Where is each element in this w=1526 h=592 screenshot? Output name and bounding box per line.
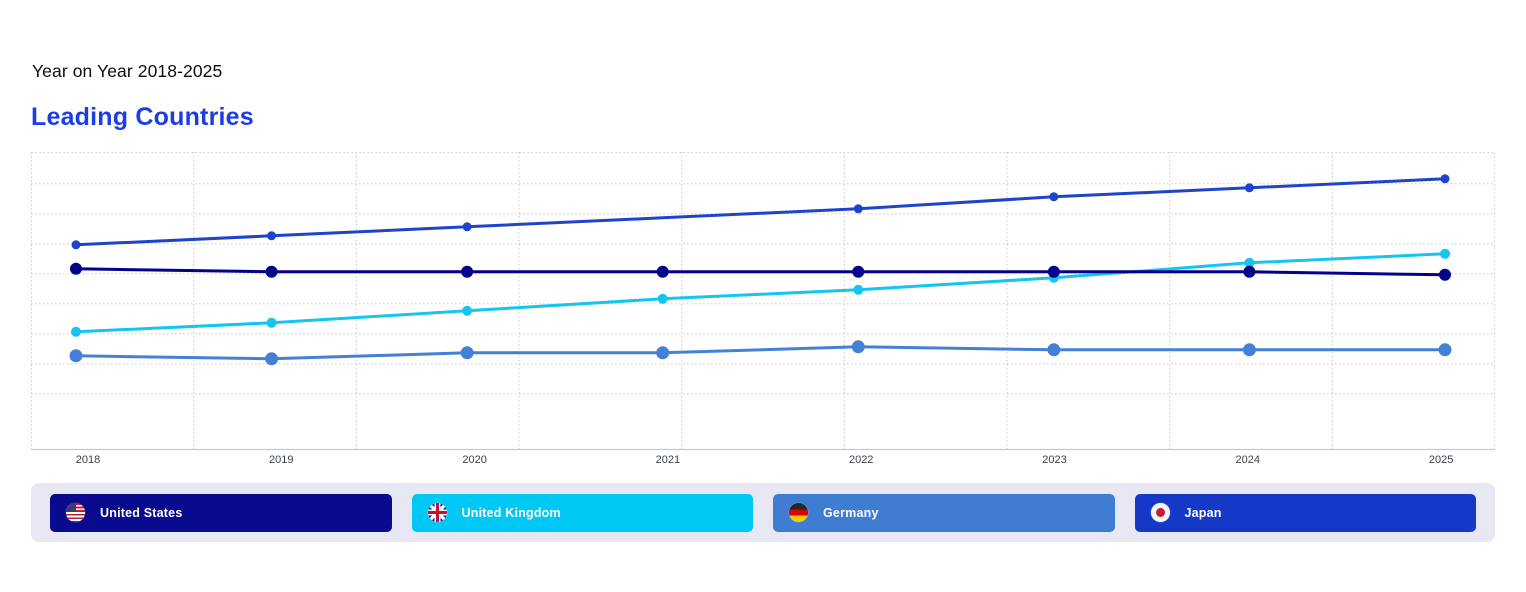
data-point-japan-2023 xyxy=(1049,192,1059,202)
data-point-united-kingdom-2021 xyxy=(657,293,668,304)
chart-area: 2018 2019 2020 2021 2022 2023 2024 2025 xyxy=(31,152,1495,470)
legend-item-japan[interactable]: Japan xyxy=(1134,493,1476,532)
x-axis-label-2020: 2020 xyxy=(462,454,486,466)
data-point-japan-2022 xyxy=(853,204,863,214)
data-point-united-kingdom-2020 xyxy=(462,305,473,316)
series-line-japan xyxy=(74,177,1447,247)
data-point-germany-2021 xyxy=(656,346,670,360)
data-point-united-states-2024 xyxy=(1243,265,1256,278)
us-flag-icon xyxy=(66,503,85,522)
legend-item-label: Japan xyxy=(1184,505,1222,520)
data-point-germany-2018 xyxy=(69,349,83,363)
legend-item-germany[interactable]: Germany xyxy=(773,493,1115,532)
data-point-united-states-2020 xyxy=(461,265,474,278)
data-point-germany-2023 xyxy=(1047,343,1061,357)
data-point-germany-2019 xyxy=(265,352,279,366)
data-point-united-kingdom-2018 xyxy=(71,326,81,337)
data-point-united-kingdom-2022 xyxy=(853,284,864,295)
data-point-united-states-2019 xyxy=(265,265,278,278)
data-point-japan-2019 xyxy=(267,231,277,241)
jp-flag-icon xyxy=(1150,503,1170,522)
legend-item-united-kingdom[interactable]: United Kingdom xyxy=(411,493,753,532)
x-axis-label-2024: 2024 xyxy=(1236,454,1260,466)
series-line-united-kingdom xyxy=(74,252,1447,334)
data-point-japan-2025 xyxy=(1440,174,1450,184)
data-point-japan-2020 xyxy=(462,222,472,232)
data-point-united-kingdom-2024 xyxy=(1244,257,1255,268)
data-point-united-states-2022 xyxy=(852,265,865,278)
de-flag-icon xyxy=(789,503,808,522)
series-line-germany xyxy=(74,345,1447,361)
data-point-united-states-2021 xyxy=(656,265,669,278)
page-subtitle: Year on Year 2018-2025 xyxy=(32,61,223,81)
yoy-line-chart: 2018 2019 2020 2021 2022 2023 2024 2025 xyxy=(31,152,1495,466)
data-point-united-states-2018 xyxy=(70,262,82,275)
x-axis-label-2018: 2018 xyxy=(76,454,100,466)
uk-flag-icon xyxy=(427,503,447,522)
legend-item-label: Germany xyxy=(823,505,879,520)
data-point-united-kingdom-2019 xyxy=(266,317,277,328)
x-axis-label-2022: 2022 xyxy=(849,454,873,466)
data-point-germany-2025 xyxy=(1438,343,1452,357)
legend-bar: United States United Kingdom Germany Japan xyxy=(31,483,1495,542)
data-point-japan-2018 xyxy=(71,240,81,250)
page-title: Leading Countries xyxy=(31,103,254,131)
legend-item-label: United States xyxy=(100,505,183,520)
legend-item-label: United Kingdom xyxy=(461,505,561,520)
data-point-united-states-2025 xyxy=(1438,268,1451,281)
legend-item-united-states[interactable]: United States xyxy=(50,493,392,532)
x-axis-label-2023: 2023 xyxy=(1042,454,1066,466)
data-point-germany-2020 xyxy=(460,346,474,360)
x-axis-label-2019: 2019 xyxy=(269,454,293,466)
series-line-united-states xyxy=(74,267,1447,277)
data-point-japan-2024 xyxy=(1244,183,1254,193)
x-axis-label-2025: 2025 xyxy=(1429,454,1453,466)
data-point-united-kingdom-2025 xyxy=(1439,248,1450,259)
data-point-germany-2022 xyxy=(851,340,865,354)
x-axis-label-2021: 2021 xyxy=(656,454,680,466)
data-point-united-states-2023 xyxy=(1047,265,1060,278)
data-point-germany-2024 xyxy=(1242,343,1256,357)
